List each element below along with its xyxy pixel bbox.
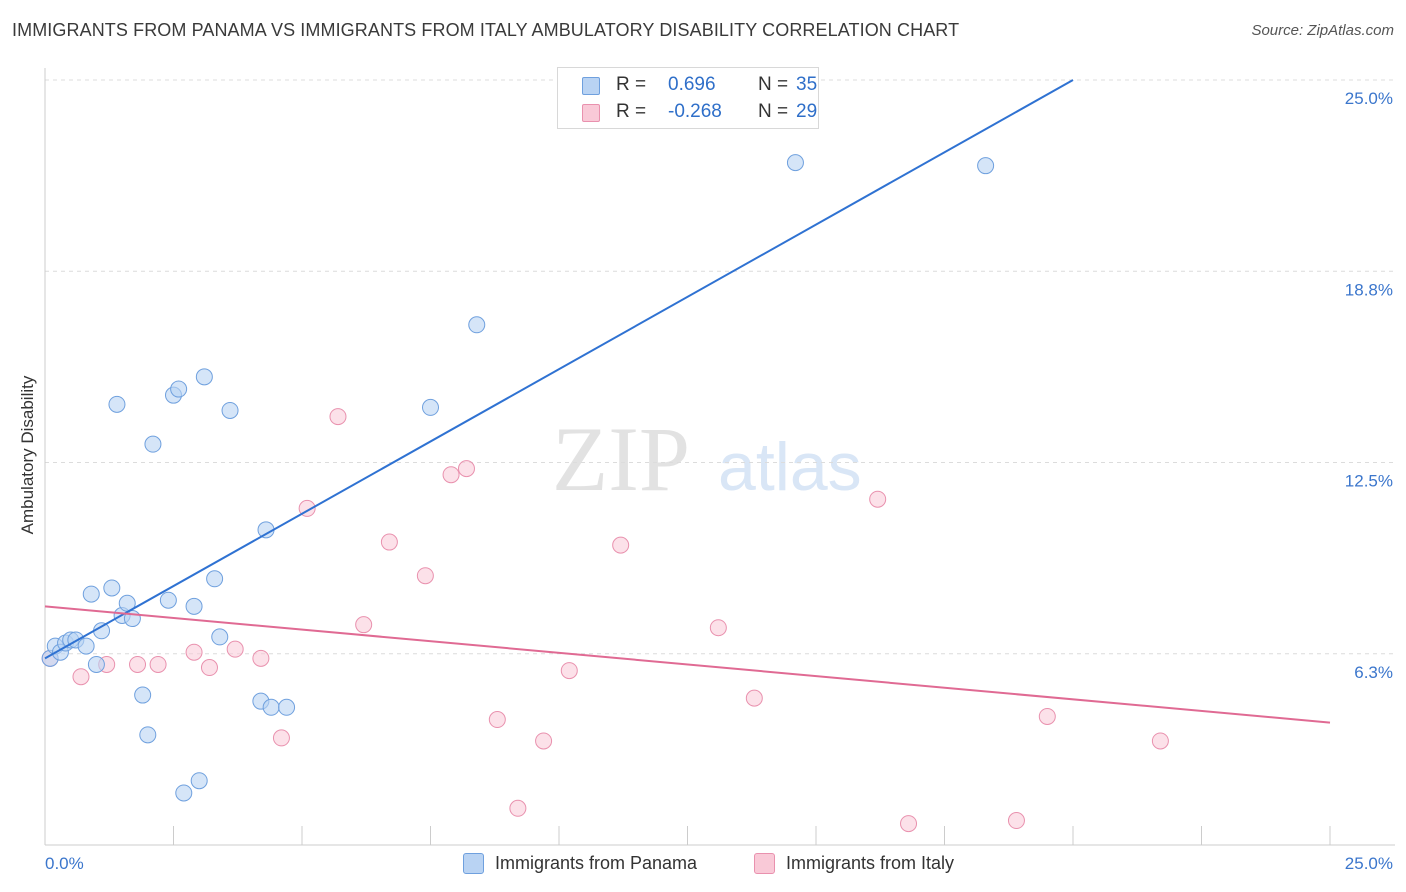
watermark-zip: ZIP xyxy=(552,408,690,510)
n-value: 35 xyxy=(796,74,818,95)
italy-point xyxy=(1007,812,1025,830)
panama-point xyxy=(77,637,95,655)
watermark-atlas: atlas xyxy=(718,429,862,505)
italy-point xyxy=(869,490,887,508)
italy-point xyxy=(272,729,290,747)
italy-point xyxy=(185,643,203,661)
legend-italy-swatch xyxy=(754,853,775,874)
italy-point xyxy=(560,662,578,680)
panama-point xyxy=(139,726,157,744)
trendlines xyxy=(44,79,1331,724)
italy-point xyxy=(252,649,270,667)
legend-panama-label: Immigrants from Panama xyxy=(495,853,698,873)
panama-point xyxy=(185,597,203,615)
panama-point xyxy=(468,316,486,334)
panama-swatch xyxy=(582,77,600,95)
chart-title: IMMIGRANTS FROM PANAMA VS IMMIGRANTS FRO… xyxy=(12,20,960,40)
italy-point xyxy=(329,408,347,426)
panama-point xyxy=(103,579,121,597)
italy-point xyxy=(129,655,147,673)
legend-italy-label: Immigrants from Italy xyxy=(786,853,955,873)
panama-point xyxy=(175,784,193,802)
italy-point xyxy=(900,815,918,833)
x-tick-label: 0.0% xyxy=(45,854,84,873)
r-value: 0.696 xyxy=(668,74,716,95)
italy-point xyxy=(72,668,90,686)
panama-trendline xyxy=(44,79,1074,660)
panama-point xyxy=(211,628,229,646)
panama-point xyxy=(262,698,280,716)
italy-point xyxy=(200,659,218,677)
italy-point xyxy=(535,732,553,750)
italy-point xyxy=(1038,707,1056,725)
axes xyxy=(44,68,1395,846)
panama-point xyxy=(278,698,296,716)
y-tick-label: 12.5% xyxy=(1345,472,1393,491)
source-credit: Source: ZipAtlas.com xyxy=(1251,22,1394,39)
n-value: 29 xyxy=(796,101,818,122)
italy-point xyxy=(355,616,373,634)
r-label: R = xyxy=(616,101,647,122)
italy-point xyxy=(226,640,244,658)
italy-point xyxy=(488,711,506,729)
legend-panama-swatch xyxy=(463,853,484,874)
panama-point xyxy=(82,585,100,603)
italy-swatch xyxy=(582,104,600,122)
n-label: N = xyxy=(758,101,789,122)
watermark: ZIP atlas xyxy=(552,408,862,510)
panama-point xyxy=(786,154,804,172)
gridlines xyxy=(45,79,1395,655)
panama-point xyxy=(87,655,105,673)
panama-point xyxy=(195,368,213,386)
panama-point xyxy=(108,395,126,413)
y-tick-label: 18.8% xyxy=(1345,280,1393,299)
panama-point xyxy=(170,380,188,398)
italy-point xyxy=(745,689,763,707)
italy-point xyxy=(709,619,727,637)
correlation-stats-box: R = 0.696 N = 35 R = -0.268 N = 29 xyxy=(557,67,819,129)
italy-point xyxy=(380,533,398,551)
panama-point xyxy=(206,570,224,588)
italy-point xyxy=(509,799,527,817)
panama-point xyxy=(422,398,439,416)
panama-point xyxy=(190,772,208,790)
panama-point xyxy=(134,686,152,704)
italy-trendline xyxy=(44,605,1331,724)
italy-point xyxy=(1151,732,1169,750)
italy-point xyxy=(149,655,167,673)
panama-point xyxy=(144,435,162,453)
italy-point xyxy=(442,466,460,484)
tick-labels: 6.3% 12.5% 18.8% 25.0% 0.0% 25.0% xyxy=(45,89,1393,873)
panama-point xyxy=(221,401,239,419)
italy-point xyxy=(457,460,475,478)
x-tick-label: 25.0% xyxy=(1345,854,1393,873)
r-label: R = xyxy=(616,74,647,95)
r-value: -0.268 xyxy=(668,101,722,122)
y-tick-label: 6.3% xyxy=(1354,663,1393,682)
y-tick-label: 25.0% xyxy=(1345,89,1393,108)
n-label: N = xyxy=(758,74,789,95)
italy-point xyxy=(416,567,434,585)
panama-point xyxy=(977,157,995,175)
panama-point xyxy=(159,591,177,609)
italy-point xyxy=(612,536,630,554)
